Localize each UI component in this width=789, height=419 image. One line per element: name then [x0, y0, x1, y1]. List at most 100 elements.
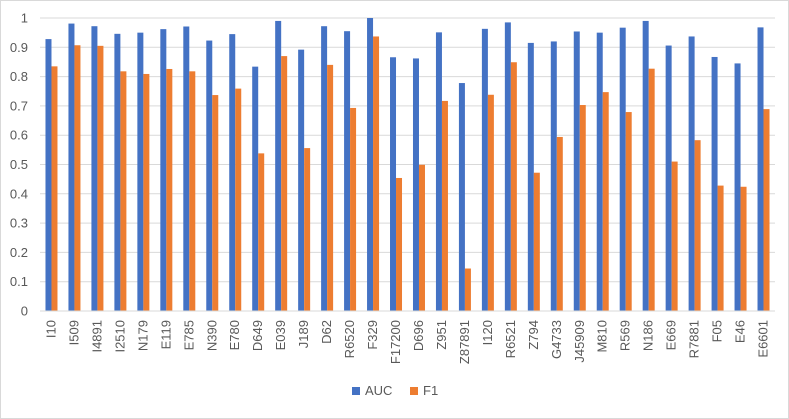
bar-auc-n186: [642, 20, 649, 312]
bar-auc-g4733: [550, 41, 557, 311]
bar-auc-e6601: [757, 27, 764, 311]
bar-auc-d649: [252, 66, 259, 311]
x-tick-label: I10: [43, 320, 58, 338]
bar-f1-j45909: [579, 105, 586, 312]
x-tick-label: E785: [181, 320, 196, 350]
gridlines: [40, 17, 775, 283]
bar-auc-i10: [45, 39, 52, 311]
bar-auc-z87891: [458, 83, 465, 312]
bar-f1-i10: [51, 66, 58, 311]
legend-swatch-f1: [410, 387, 418, 395]
bar-auc-z951: [435, 32, 442, 312]
x-tick-label: I2510: [112, 320, 127, 353]
x-axis-tick-labels: I10 I509 I4891 I2510 N179 E119 E785 N390 E780 D64…: [43, 320, 770, 364]
bar-f1-z794: [533, 172, 540, 311]
bar-f1-f329: [373, 36, 380, 312]
bar-f1-e780: [235, 88, 242, 311]
x-tick-label: N390: [204, 320, 219, 351]
x-tick-label: Z87891: [457, 320, 472, 364]
bar-auc-f17200: [390, 57, 397, 312]
bar-auc-j45909: [573, 31, 580, 312]
bar-auc-e46: [734, 63, 741, 311]
x-tick-label: E6601: [756, 320, 771, 358]
y-tick-label: 0.3: [10, 216, 28, 231]
legend-label-auc: AUC: [365, 383, 392, 398]
y-tick-label: 0.2: [10, 245, 28, 260]
bar-f1-r7881: [694, 140, 701, 311]
bar-auc-e785: [183, 26, 190, 311]
x-tick-label: E039: [273, 320, 288, 350]
x-tick-label: E780: [227, 320, 242, 350]
x-tick-label: E119: [158, 320, 173, 349]
x-tick-label: E669: [664, 320, 679, 350]
bars: [45, 18, 770, 312]
bar-auc-r6520: [344, 31, 351, 312]
bar-f1-i2510: [120, 71, 127, 312]
bar-f1-e46: [740, 186, 747, 311]
bar-auc-f05: [711, 56, 718, 312]
bar-f1-r6521: [510, 62, 517, 312]
x-tick-label: N179: [135, 320, 150, 351]
bar-auc-m810: [596, 32, 603, 312]
bar-f1-d696: [418, 164, 425, 311]
bar-f1-g4733: [556, 136, 563, 311]
x-tick-label: F05: [710, 320, 725, 342]
legend-swatch-auc: [352, 387, 360, 395]
x-tick-label: J189: [296, 320, 311, 348]
x-tick-label: N186: [641, 320, 656, 351]
bar-f1-r569: [625, 112, 632, 311]
bar-f1-e119: [166, 68, 173, 312]
x-tick-label: I509: [66, 320, 81, 345]
x-tick-label: I120: [480, 320, 495, 345]
x-tick-label: F329: [365, 320, 380, 350]
bar-auc-n179: [137, 32, 144, 312]
bar-f1-i509: [74, 45, 81, 312]
y-tick-label: 0.4: [10, 186, 28, 201]
bar-f1-m810: [602, 92, 609, 311]
bar-f1-r6520: [350, 107, 357, 312]
x-tick-label: M810: [595, 320, 610, 353]
bar-f1-j189: [304, 148, 311, 311]
x-tick-label: D696: [411, 320, 426, 351]
y-axis-tick-labels: 0 0.1 0.2 0.3 0.4 0.5 0.6 0.7 0.8 0.9 1: [10, 11, 28, 319]
bar-auc-i4891: [91, 26, 98, 311]
x-tick-label: R6520: [342, 320, 357, 358]
y-tick-label: 0.8: [10, 69, 28, 84]
bar-f1-e785: [189, 71, 196, 312]
bar-auc-i120: [481, 28, 488, 311]
legend: AUC F1: [352, 383, 438, 398]
y-tick-label: 0.1: [10, 274, 28, 289]
bar-f1-i4891: [97, 45, 104, 312]
bar-auc-j189: [298, 49, 305, 311]
bar-auc-e780: [229, 34, 236, 312]
bar-f1-n179: [143, 73, 150, 311]
bar-f1-d649: [258, 153, 265, 311]
x-tick-label: J45909: [572, 320, 587, 363]
x-tick-label: Z794: [526, 320, 541, 350]
bar-auc-z794: [527, 42, 534, 311]
x-tick-label: R569: [618, 320, 633, 351]
bar-f1-f17200: [396, 177, 403, 311]
y-tick-label: 0.7: [10, 98, 28, 113]
bar-auc-r569: [619, 27, 626, 311]
bar-auc-i509: [68, 23, 75, 312]
y-tick-label: 1: [21, 11, 28, 26]
bar-f1-z87891: [464, 268, 471, 311]
y-tick-label: 0: [21, 304, 28, 319]
bar-auc-r7881: [688, 36, 695, 312]
bar-auc-e039: [275, 20, 282, 312]
x-tick-label: D62: [319, 320, 334, 344]
x-tick-label: R7881: [687, 320, 702, 358]
legend-label-f1: F1: [423, 383, 438, 398]
x-tick-label: G4733: [549, 320, 564, 359]
bar-auc-d62: [321, 26, 328, 311]
bar-auc-d696: [412, 58, 419, 312]
bar-f1-f05: [717, 185, 724, 311]
bar-f1-n390: [212, 95, 219, 312]
y-tick-label: 0.6: [10, 128, 28, 143]
bar-auc-e119: [160, 29, 167, 311]
bar-f1-e6601: [763, 109, 770, 311]
bar-f1-n186: [648, 68, 655, 312]
x-tick-label: D649: [250, 320, 265, 351]
